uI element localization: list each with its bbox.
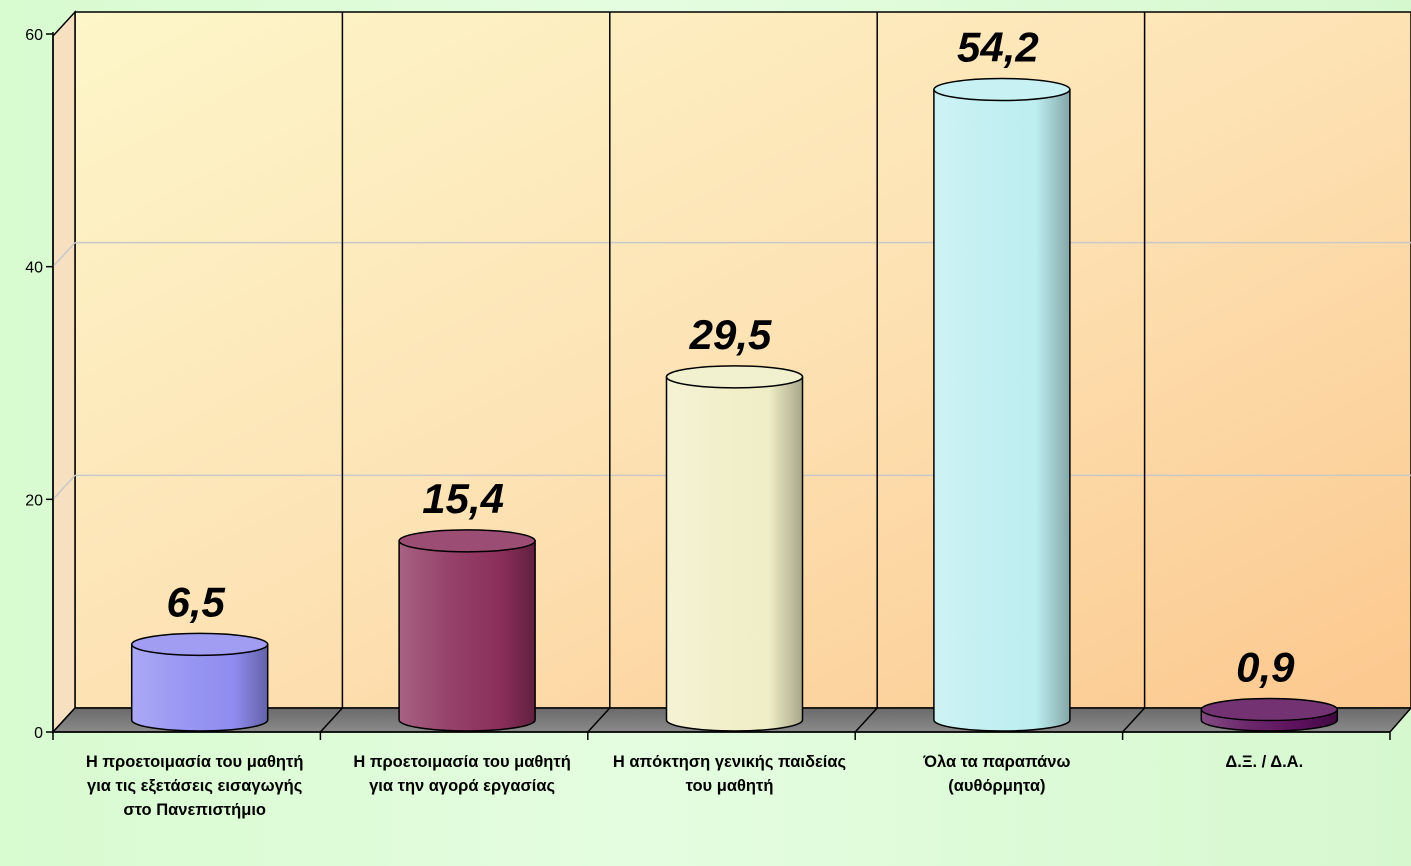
data-label: 6,5 [167, 578, 226, 625]
bar-body [665, 376, 804, 732]
y-tick-label: 0 [34, 725, 43, 742]
floor-divider [587, 707, 611, 733]
bar-body [398, 540, 536, 732]
data-label: 15,4 [422, 475, 504, 522]
gridline-side [52, 242, 76, 268]
data-label: 0,9 [1236, 644, 1295, 691]
x-tick-label: Η απόκτηση γενικής παιδείας του μαθητή [612, 753, 847, 795]
x-tick-label: Η προετοιμασία του μαθητή για τις εξετάσ… [85, 753, 304, 819]
y-tick-label: 40 [25, 260, 43, 277]
bar [933, 77, 1071, 732]
bar [398, 529, 536, 732]
gridline-side [52, 474, 76, 500]
side-wall [52, 10, 76, 734]
bar-body [933, 88, 1071, 732]
data-label: 29,5 [689, 311, 772, 358]
bar-top [665, 365, 804, 389]
bar [130, 632, 269, 732]
bar-top [1200, 697, 1339, 722]
bar [665, 365, 804, 732]
bar-body [130, 643, 269, 732]
x-tick-label: Δ.Ξ. / Δ.Α. [1225, 753, 1304, 771]
data-label: 54,2 [957, 23, 1039, 70]
bar-top [398, 529, 536, 553]
x-tick-label: Η προετοιμασία του μαθητή για την αγορά … [353, 753, 571, 795]
bar [1200, 697, 1339, 732]
bar-top [933, 77, 1071, 102]
bar-top [130, 632, 269, 657]
floor-divider [319, 707, 343, 733]
y-tick-label: 20 [25, 492, 43, 509]
floor-divider [854, 707, 878, 733]
x-tick-label: Όλα τα παραπάνω (αυθόρμητα) [923, 753, 1071, 795]
y-tick-label: 60 [25, 27, 43, 44]
floor-divider [1122, 707, 1146, 733]
